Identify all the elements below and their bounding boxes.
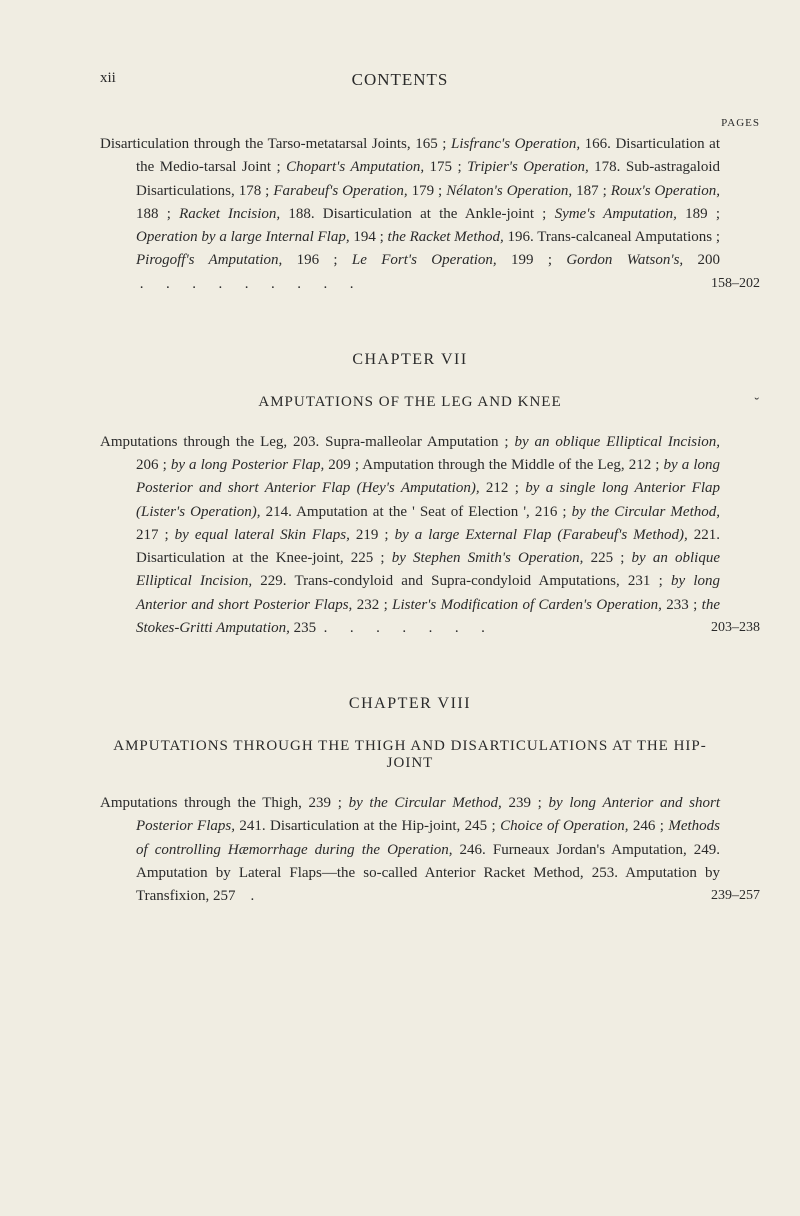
page-range: 239–257 bbox=[747, 885, 768, 907]
chapter-heading: CHAPTER VII bbox=[100, 351, 720, 369]
chapter-subtitle: AMPUTATIONS THROUGH THE THIGH AND DISART… bbox=[100, 738, 720, 772]
chapter-heading: CHAPTER VIII bbox=[100, 695, 720, 713]
toc-entry-continuation: Disarticulation through the Tarso-metata… bbox=[100, 133, 720, 296]
pages-column-label: PAGES bbox=[100, 117, 760, 129]
tick-mark: ˘ bbox=[754, 396, 760, 412]
chapter-subtitle: AMPUTATIONS OF THE LEG AND KNEE ˘ bbox=[100, 394, 720, 411]
page-range: 158–202 bbox=[747, 273, 768, 295]
toc-entry: Amputations through the Leg, 203. Supra-… bbox=[100, 431, 720, 640]
page-title: CONTENTS bbox=[352, 70, 449, 90]
page-number: xii bbox=[100, 70, 116, 87]
subtitle-text: AMPUTATIONS OF THE LEG AND KNEE bbox=[258, 394, 561, 410]
entry-text: Disarticulation through the Tarso-metata… bbox=[100, 136, 720, 292]
toc-entry: Amputations through the Thigh, 239 ; by … bbox=[100, 792, 720, 908]
entry-text: Amputations through the Thigh, 239 ; by … bbox=[100, 795, 720, 904]
entry-text: Amputations through the Leg, 203. Supra-… bbox=[100, 434, 720, 636]
page-range: 203–238 bbox=[747, 617, 768, 639]
